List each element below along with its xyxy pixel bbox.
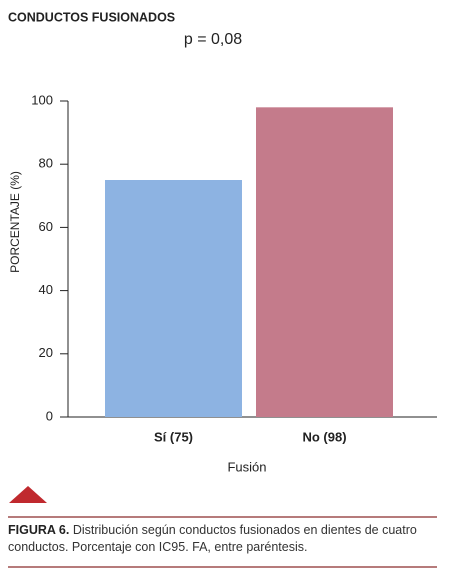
caption: FIGURA 6. Distribución según conductos f… [8, 522, 440, 556]
x-tick-label: No (98) [302, 429, 346, 444]
y-tick-label: 80 [39, 156, 53, 171]
x-tick-label: Sí (75) [154, 429, 193, 444]
y-axis-label: PORCENTAJE (%) [8, 171, 22, 273]
y-tick-label: 40 [39, 282, 53, 297]
decor-triangle [9, 486, 47, 503]
chart-title: CONDUCTOS FUSIONADOS [8, 10, 175, 24]
y-tick-label: 60 [39, 219, 53, 234]
y-tick-label: 0 [46, 408, 53, 423]
bar [256, 107, 393, 417]
caption-text: Distribución según conductos fusionados … [8, 523, 417, 554]
x-axis-label: Fusión [227, 459, 266, 474]
y-tick-label: 100 [31, 92, 53, 107]
bar [105, 180, 242, 417]
y-tick-label: 20 [39, 345, 53, 360]
caption-label: FIGURA 6. [8, 523, 70, 537]
chart-subtitle: p = 0,08 [184, 31, 242, 48]
